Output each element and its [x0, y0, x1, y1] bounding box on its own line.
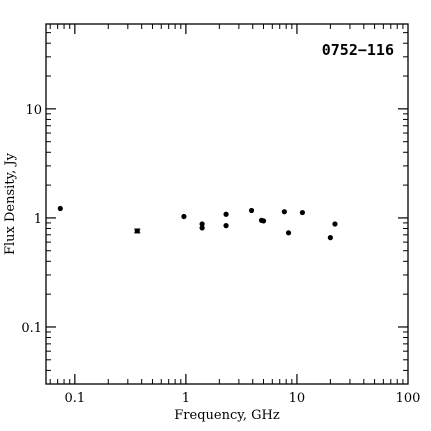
data-point — [223, 223, 229, 229]
data-point — [57, 205, 63, 212]
data-point — [248, 207, 255, 214]
data-point — [327, 234, 333, 241]
x-tick-labels: 0.1 1 10 100 — [64, 391, 420, 406]
x-tick-label: 0.1 — [64, 391, 85, 406]
data-point — [260, 218, 267, 224]
y-axis-title: Flux Density, Jy — [3, 152, 18, 255]
data-point — [199, 221, 205, 227]
major-ticks — [46, 24, 408, 384]
data-point — [223, 211, 229, 217]
y-tick-labels: 0.1 1 10 — [21, 103, 42, 336]
data-point — [281, 209, 287, 215]
data-point — [299, 209, 306, 216]
x-tick-label: 100 — [396, 391, 421, 406]
data-point — [181, 213, 187, 220]
y-tick-label: 10 — [25, 103, 42, 118]
data-point — [134, 228, 140, 234]
x-axis-title: Frequency, GHz — [174, 408, 280, 423]
chart-title: 0752−116 — [322, 41, 394, 59]
plot-frame — [45, 23, 409, 385]
data-point — [332, 221, 338, 227]
data-points — [57, 205, 338, 241]
y-tick-label: 0.1 — [21, 321, 42, 336]
x-tick-label: 1 — [182, 391, 190, 406]
data-point — [285, 230, 292, 236]
minor-ticks — [46, 24, 408, 384]
data-point — [199, 225, 205, 231]
y-tick-label: 1 — [34, 212, 42, 227]
x-tick-label: 10 — [289, 391, 306, 406]
